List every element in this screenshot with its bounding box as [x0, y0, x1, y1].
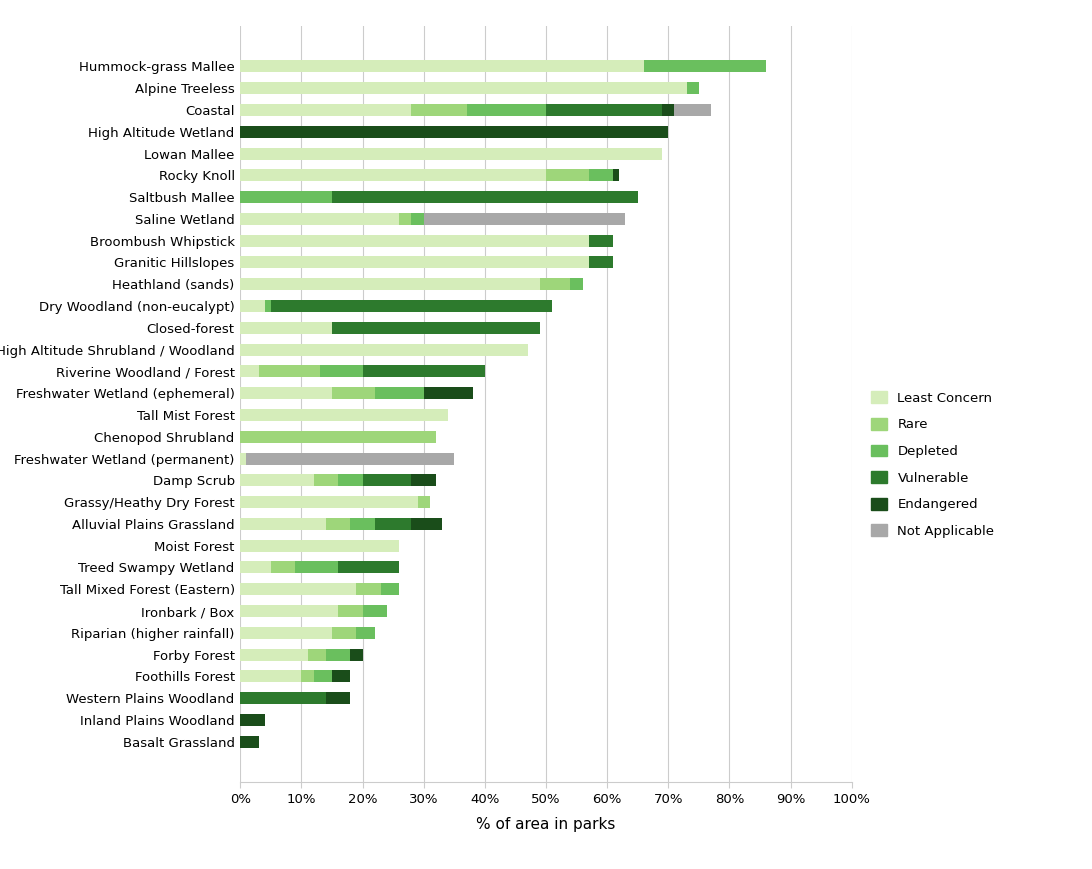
Bar	[240, 191, 332, 203]
X-axis label: % of area in parks: % of area in parks	[476, 817, 616, 832]
Bar	[351, 518, 375, 530]
Bar	[240, 126, 668, 138]
Bar	[546, 169, 589, 182]
Bar	[332, 191, 638, 203]
Bar	[240, 322, 332, 334]
Bar	[332, 670, 351, 682]
Bar	[363, 605, 387, 617]
Bar	[240, 540, 400, 552]
Bar	[240, 518, 325, 530]
Bar	[570, 278, 583, 290]
Bar	[240, 496, 417, 508]
Bar	[240, 474, 313, 487]
Legend: Least Concern, Rare, Depleted, Vulnerable, Endangered, Not Applicable: Least Concern, Rare, Depleted, Vulnerabl…	[865, 385, 1001, 544]
Bar	[339, 561, 400, 574]
Bar	[325, 693, 351, 704]
Bar	[240, 148, 662, 160]
Bar	[381, 583, 400, 595]
Bar	[412, 474, 436, 487]
Bar	[271, 561, 295, 574]
Bar	[240, 453, 247, 465]
Bar	[240, 431, 436, 442]
Bar	[295, 561, 339, 574]
Bar	[589, 235, 614, 247]
Bar	[301, 670, 313, 682]
Bar	[363, 474, 412, 487]
Bar	[351, 648, 363, 660]
Bar	[356, 583, 381, 595]
Bar	[644, 61, 767, 72]
Bar	[240, 343, 527, 355]
Bar	[240, 235, 589, 247]
Bar	[424, 213, 626, 225]
Bar	[240, 213, 400, 225]
Bar	[240, 61, 644, 72]
Bar	[662, 104, 675, 116]
Bar	[614, 169, 619, 182]
Bar	[375, 518, 412, 530]
Bar	[240, 300, 264, 312]
Bar	[589, 169, 614, 182]
Bar	[240, 561, 271, 574]
Bar	[240, 256, 589, 269]
Bar	[240, 583, 356, 595]
Bar	[466, 104, 546, 116]
Bar	[339, 474, 363, 487]
Bar	[247, 453, 454, 465]
Bar	[412, 104, 466, 116]
Bar	[313, 474, 339, 487]
Bar	[308, 648, 325, 660]
Bar	[332, 627, 356, 639]
Bar	[332, 388, 375, 399]
Bar	[240, 366, 259, 377]
Bar	[687, 83, 699, 94]
Bar	[240, 278, 539, 290]
Bar	[240, 736, 259, 747]
Bar	[240, 169, 546, 182]
Bar	[424, 388, 473, 399]
Bar	[412, 518, 442, 530]
Bar	[240, 388, 332, 399]
Bar	[339, 605, 363, 617]
Bar	[539, 278, 570, 290]
Bar	[240, 670, 301, 682]
Bar	[325, 648, 351, 660]
Bar	[363, 366, 485, 377]
Bar	[271, 300, 553, 312]
Bar	[325, 518, 351, 530]
Bar	[240, 627, 332, 639]
Bar	[375, 388, 424, 399]
Bar	[356, 627, 375, 639]
Bar	[240, 648, 308, 660]
Bar	[240, 605, 339, 617]
Bar	[417, 496, 430, 508]
Bar	[259, 366, 320, 377]
Bar	[240, 409, 448, 421]
Bar	[264, 300, 271, 312]
Bar	[240, 104, 412, 116]
Bar	[332, 322, 539, 334]
Bar	[400, 213, 412, 225]
Bar	[546, 104, 662, 116]
Bar	[313, 670, 332, 682]
Bar	[240, 714, 264, 726]
Bar	[240, 693, 325, 704]
Bar	[320, 366, 363, 377]
Bar	[240, 83, 687, 94]
Bar	[589, 256, 614, 269]
Bar	[412, 213, 424, 225]
Bar	[675, 104, 711, 116]
